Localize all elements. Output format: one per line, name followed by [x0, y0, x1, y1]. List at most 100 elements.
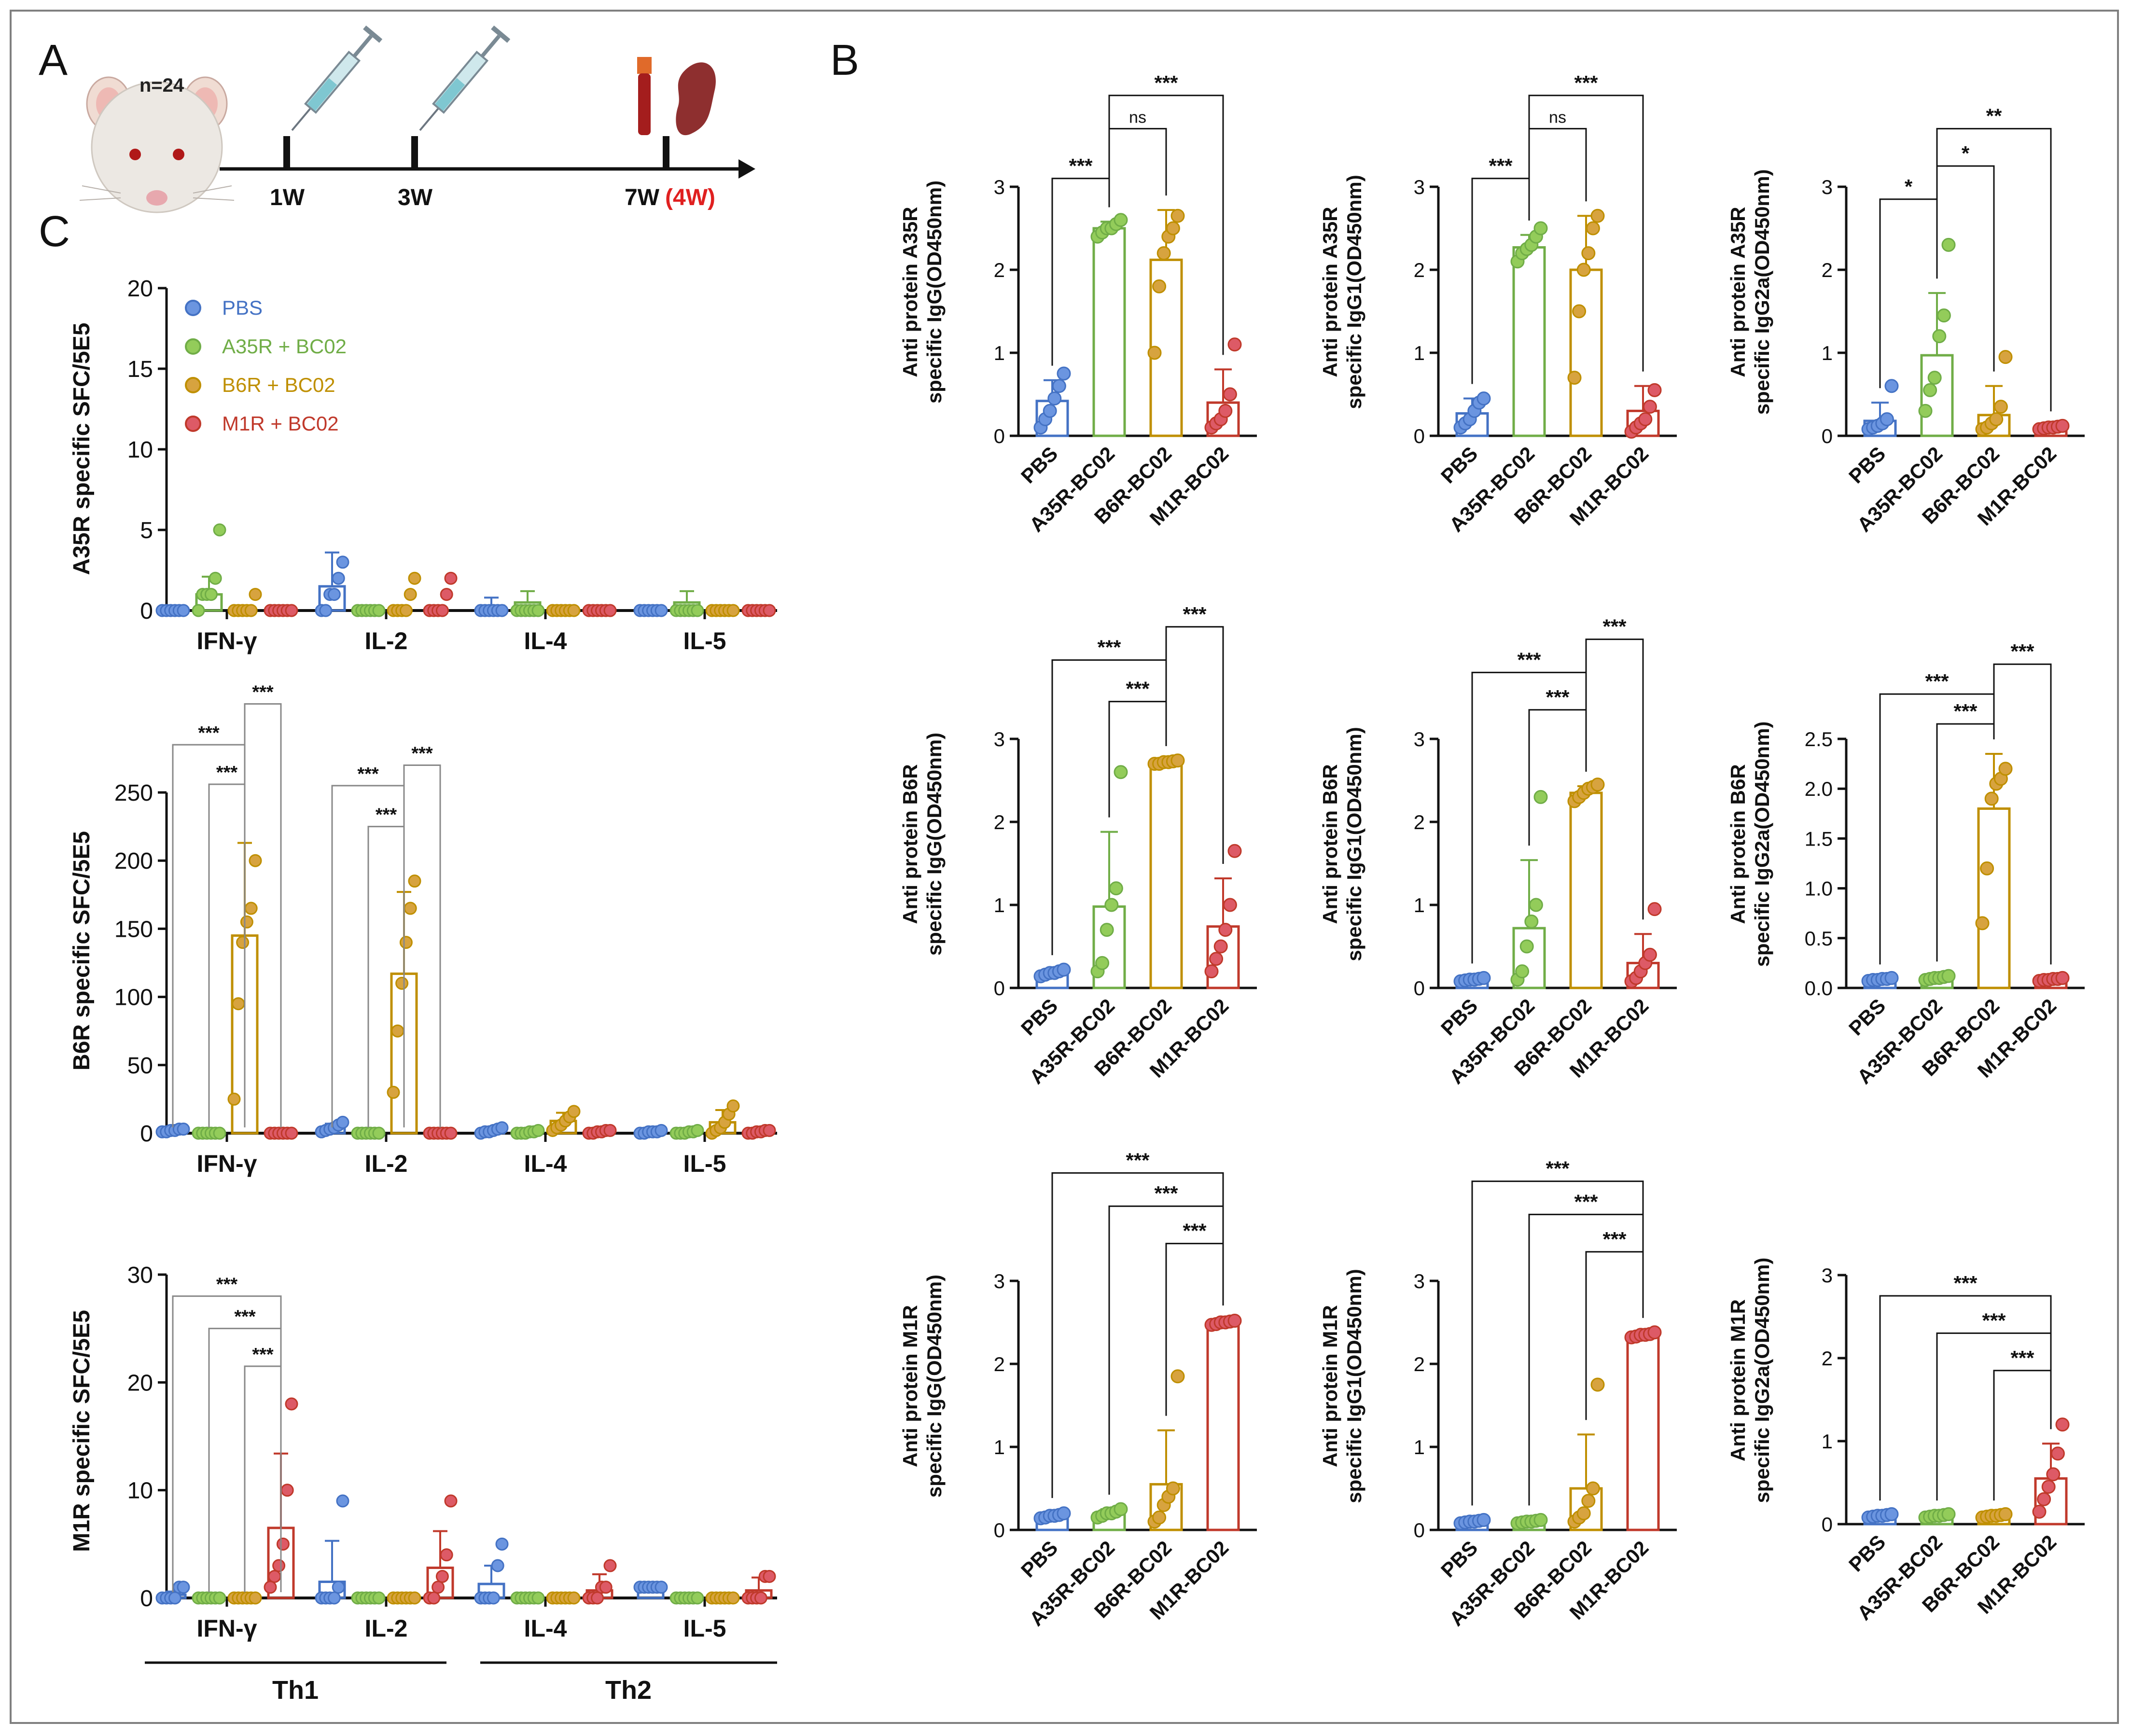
- y-tick-label: 2: [994, 811, 1005, 833]
- y-tick-label: 3: [1414, 176, 1425, 198]
- y-tick-label: 2.5: [1805, 728, 1833, 750]
- y-tick-label: 0: [1822, 1513, 1833, 1536]
- data-point: [276, 1537, 290, 1551]
- y-tick-label: 0: [140, 598, 153, 624]
- y-tick-label: 0: [140, 1121, 153, 1147]
- x-tick-label: IL-4: [524, 627, 567, 654]
- data-point: [655, 604, 668, 617]
- x-tick-label: PBS: [1844, 442, 1890, 487]
- data-point: [399, 936, 413, 949]
- bar: [1569, 792, 1603, 989]
- m1r-elispot-chart: 0 10 20 30 M1R specific SFC/5E5 IFN-γ IL-2 IL-4…: [69, 1263, 777, 1642]
- spleen-icon: [676, 62, 716, 136]
- legend-label-pbs: PBS: [222, 296, 263, 319]
- data-point: [1884, 1507, 1899, 1521]
- significance-label: ***: [1126, 678, 1150, 700]
- y-tick-label: 2: [1414, 259, 1425, 281]
- data-point: [1170, 1369, 1185, 1384]
- significance-bracket: [172, 1295, 282, 1592]
- data-point: [763, 1569, 776, 1583]
- data-point: [1524, 914, 1539, 929]
- data-point: [1529, 898, 1543, 912]
- data-point: [408, 571, 421, 585]
- bar: [1569, 268, 1603, 437]
- week-label-3w: 3W: [398, 185, 433, 210]
- data-point: [1586, 1481, 1600, 1496]
- x-tick-label: IL-5: [683, 1615, 726, 1642]
- data-point: [444, 571, 458, 585]
- data-point: [249, 1591, 262, 1605]
- data-point: [249, 588, 262, 601]
- significance-label: ***: [2010, 1347, 2034, 1369]
- y-tick-label: 3: [1822, 176, 1833, 198]
- th2-label: Th2: [605, 1676, 652, 1705]
- significance-label: ***: [1069, 154, 1093, 177]
- data-point: [1975, 916, 1990, 930]
- y-tick-label: 1: [1822, 342, 1833, 364]
- x-tick-label: IL-2: [365, 1150, 408, 1177]
- data-point: [726, 1099, 740, 1113]
- data-point: [2050, 1446, 2065, 1461]
- data-point: [1114, 213, 1128, 227]
- data-point: [285, 1397, 298, 1411]
- significance-label: ***: [1489, 154, 1513, 177]
- y-tick-label: 0: [1414, 1519, 1425, 1542]
- y-tick-label: 20: [127, 276, 153, 302]
- data-point: [1923, 383, 1937, 397]
- data-point: [204, 588, 218, 601]
- data-point: [1984, 792, 1999, 806]
- tick-1w: [283, 136, 290, 169]
- data-point: [1998, 350, 2013, 364]
- data-point: [1586, 221, 1600, 236]
- significance-label: ns: [1129, 109, 1146, 127]
- y-axis-label: Anti protein A35Rspecific IgG2a(OD450nm): [1727, 169, 1773, 415]
- data-point: [495, 1537, 509, 1551]
- y-axis-label-line: Anti protein M1R: [1727, 1299, 1749, 1461]
- data-point: [404, 902, 417, 915]
- data-point: [168, 1591, 181, 1605]
- y-tick-label: 2: [1414, 1353, 1425, 1375]
- significance-label: ***: [1546, 1157, 1570, 1180]
- data-point: [336, 556, 349, 569]
- data-point: [432, 1581, 445, 1594]
- data-point: [655, 1581, 668, 1594]
- data-point: [1932, 329, 1947, 344]
- significance-label: ***: [216, 1275, 238, 1295]
- data-point: [1209, 952, 1224, 966]
- significance-label: ***: [1517, 648, 1541, 671]
- y-axis-label-line: Anti protein B6R: [1319, 764, 1341, 924]
- data-point: [1884, 971, 1899, 985]
- data-point: [327, 588, 341, 601]
- group-size-label: n=24: [139, 75, 184, 96]
- b6r-igg-chart: 0 1 2 3 Anti protein B6Rspecific IgG(OD450nm…: [899, 603, 1257, 1088]
- significance-bracket: [1585, 639, 1644, 920]
- data-point: [1884, 379, 1899, 393]
- x-tick-label: IFN-γ: [197, 627, 257, 654]
- data-point: [1095, 956, 1110, 970]
- y-tick-label: 2: [994, 1353, 1005, 1375]
- bar: [1206, 1321, 1240, 1531]
- data-point: [336, 1115, 349, 1129]
- data-point: [444, 1494, 458, 1508]
- data-point: [244, 604, 258, 617]
- a35r-elispot-chart: 0 5 10 15 20 A35R specific SFC/5E5 IFN-γ IL-2 IL…: [69, 276, 777, 654]
- data-point: [1166, 1481, 1180, 1496]
- x-tick-label: IFN-γ: [197, 1150, 257, 1177]
- legend-marker-a35r: [185, 338, 201, 355]
- y-tick-label: 0: [1822, 425, 1833, 447]
- y-tick-label: 150: [114, 917, 153, 942]
- data-point: [236, 936, 250, 949]
- data-point: [1218, 403, 1233, 418]
- data-point: [249, 854, 262, 867]
- data-point: [487, 1591, 500, 1605]
- y-tick-label: 100: [114, 985, 153, 1011]
- week-label-7w: 7W: [625, 185, 660, 210]
- data-point: [531, 604, 545, 617]
- y-tick-label: 3: [994, 1270, 1005, 1292]
- data-point: [1533, 221, 1548, 236]
- b6r-igg2a-chart: 0.0 0.5 1.0 1.5 2.0 2.5 Anti protein B6Rspecif…: [1727, 640, 2085, 1088]
- data-point: [1880, 412, 1894, 427]
- significance-label: **: [1986, 105, 2002, 127]
- data-point: [531, 1124, 545, 1137]
- data-point: [213, 1126, 226, 1140]
